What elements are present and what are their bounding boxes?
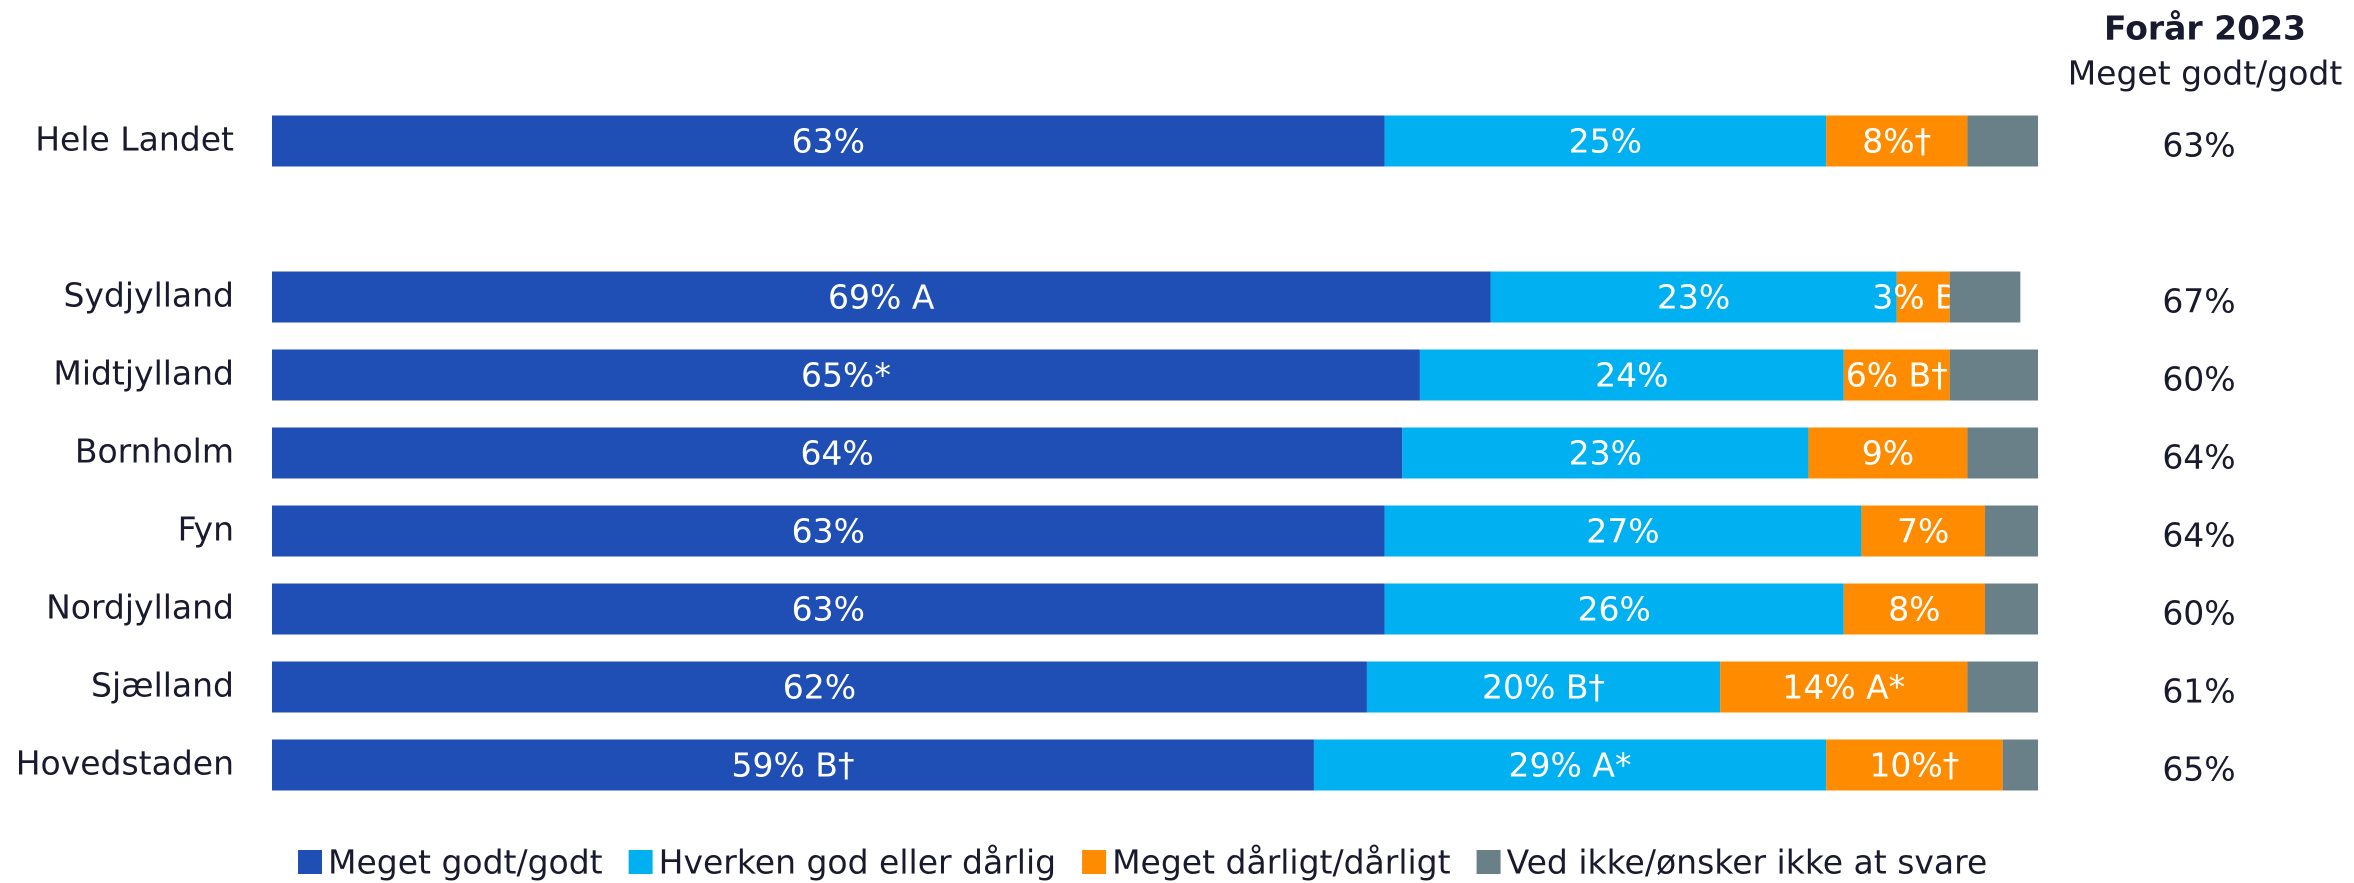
legend-label: Meget godt/godt [328,843,603,882]
legend-swatch [298,850,322,874]
value-label: 59% B† [731,746,854,785]
bar-segment [1826,739,2003,791]
bar-segment [1402,427,1809,479]
category-label: Bornholm [75,432,234,471]
category-label: Sjælland [91,666,234,705]
legend-label: Hverken god eller dårlig [659,843,1056,882]
value-label: 27% [1586,512,1659,551]
value-label: 64% [800,434,873,473]
value-label: 20% B† [1482,668,1605,707]
legend-swatch [628,850,653,874]
category-label: Sydjylland [63,276,234,315]
value-label: 63% [792,512,865,551]
bar-segment [1313,739,1827,791]
bar-segment [1861,505,1986,557]
bar-segment [272,427,1403,479]
bar-segment [1720,661,1968,713]
value-label: 29% A* [1509,746,1632,785]
value-label: 63% [792,122,865,161]
category-label: Hele Landet [35,120,234,159]
value-label: 14% A* [1782,668,1905,707]
value-label: 10%† [1869,746,1959,785]
bar-segment [1967,115,2038,167]
bar-segment [272,115,1385,167]
category-label: Hovedstaden [16,744,234,783]
bar-segment [272,583,1385,635]
legend-label: Meget dårligt/dårligt [1112,843,1451,882]
value-label: 65%* [801,356,891,395]
bar-segment [1949,271,2021,323]
bar-segment [1896,271,1950,323]
value-label: 9% [1862,434,1914,473]
legend-label: Ved ikke/ønsker ikke at svare [1507,843,1988,882]
bar-segment [272,661,1367,713]
value-label: 23% [1569,434,1642,473]
comparison-value: 64% [2162,438,2235,477]
value-label: 25% [1569,122,1642,161]
bar-segment [1967,427,2038,479]
bar-segment [272,349,1420,401]
bar-segment [1843,349,1950,401]
value-label: 26% [1577,590,1650,629]
category-label: Fyn [178,510,234,549]
comparison-value: 63% [2162,126,2235,165]
value-label: 6% B† [1846,356,1948,395]
bar-segment [272,739,1314,791]
bar-segment [1985,505,2038,557]
comparison-value: 60% [2162,360,2235,399]
bar-segment [272,505,1385,557]
bar-segment [1366,661,1721,713]
value-label: 63% [792,590,865,629]
value-label: 23% [1657,278,1730,317]
bar-segment [1384,583,1844,635]
bar-segment [272,271,1491,323]
bar-segment [2002,739,2038,791]
bar-segment [1949,349,2038,401]
comparison-title: Forår 2023 [2104,9,2306,48]
bar-segment [1808,427,1968,479]
comparison-value: 64% [2162,516,2235,555]
value-label: 8%† [1862,122,1931,161]
value-label: 69% A [828,278,935,317]
value-label: 7% [1897,512,1949,551]
bar-segment [1419,349,1844,401]
comparison-value: 67% [2162,282,2235,321]
bar-segment [1826,115,1968,167]
comparison-subtitle: Meget godt/godt [2068,54,2343,93]
comparison-value: 60% [2162,594,2235,633]
value-label: 62% [783,668,856,707]
comparison-value: 65% [2162,750,2235,789]
bar-segment [1843,583,1986,635]
bar-segment [1490,271,1897,323]
comparison-value: 61% [2162,672,2235,711]
value-label: 24% [1595,356,1668,395]
value-label: 8% [1888,590,1940,629]
bar-segment [1967,661,2038,713]
category-label: Nordjylland [46,588,234,627]
category-label: Midtjylland [53,354,234,393]
legend-swatch [1476,850,1501,874]
bar-segment [1985,583,2038,635]
legend-swatch [1082,850,1107,874]
bar-segment [1384,115,1827,167]
bar-segment [1384,505,1862,557]
